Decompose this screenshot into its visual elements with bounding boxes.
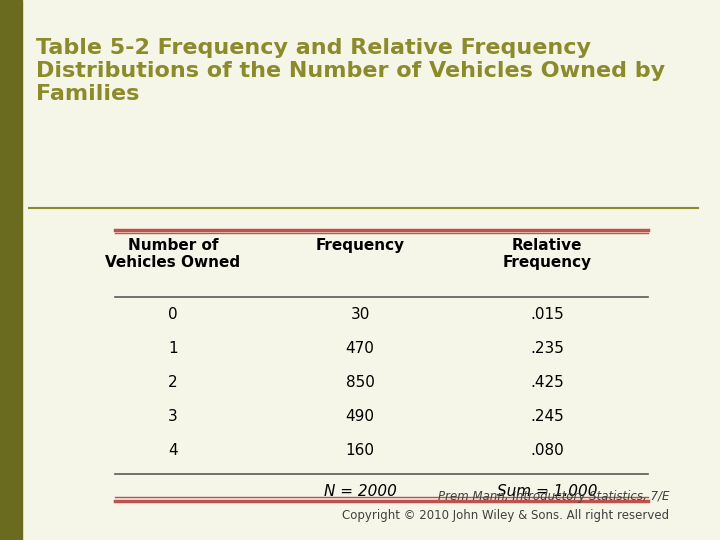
Text: 3: 3	[168, 409, 178, 424]
Text: Sum = 1.000: Sum = 1.000	[497, 484, 598, 499]
Text: .425: .425	[531, 375, 564, 390]
Text: N = 2000: N = 2000	[323, 484, 397, 499]
Text: 490: 490	[346, 409, 374, 424]
Text: Table 5-2 Frequency and Relative Frequency
Distributions of the Number of Vehicl: Table 5-2 Frequency and Relative Frequen…	[36, 38, 665, 104]
Text: 160: 160	[346, 443, 374, 458]
Text: Frequency: Frequency	[315, 238, 405, 253]
Text: Relative
Frequency: Relative Frequency	[503, 238, 592, 270]
Text: Copyright © 2010 John Wiley & Sons. All right reserved: Copyright © 2010 John Wiley & Sons. All …	[343, 509, 670, 522]
Text: 470: 470	[346, 341, 374, 356]
Text: 4: 4	[168, 443, 178, 458]
Text: Prem Mann, Introductory Statistics, 7/E: Prem Mann, Introductory Statistics, 7/E	[438, 490, 670, 503]
Text: .235: .235	[530, 341, 564, 356]
Text: Number of
Vehicles Owned: Number of Vehicles Owned	[105, 238, 240, 270]
Text: .080: .080	[531, 443, 564, 458]
Text: .015: .015	[531, 307, 564, 322]
Text: 0: 0	[168, 307, 178, 322]
Text: 2: 2	[168, 375, 178, 390]
Text: .245: .245	[531, 409, 564, 424]
Text: 1: 1	[168, 341, 178, 356]
Text: 30: 30	[351, 307, 369, 322]
Text: 850: 850	[346, 375, 374, 390]
